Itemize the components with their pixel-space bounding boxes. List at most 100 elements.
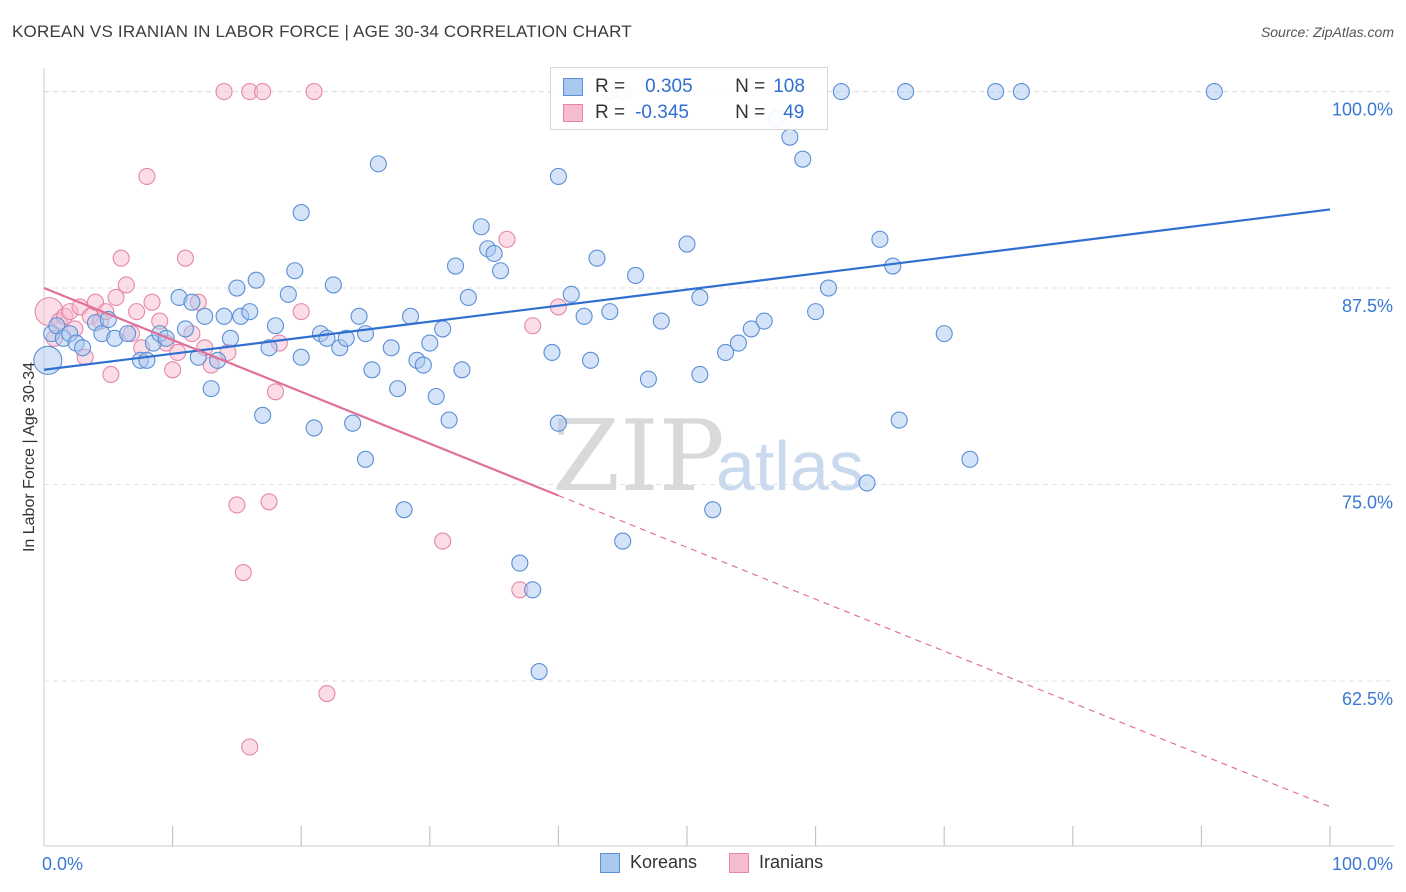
legend-item-iranians[interactable]: Iranians: [729, 852, 823, 873]
koreans-point: [781, 128, 799, 146]
correlation-legend: R = 0.305 N = 108 R = -0.345 N = 49: [550, 67, 828, 130]
koreans-point: [1012, 83, 1030, 101]
koreans-point: [241, 303, 259, 321]
koreans-point: [119, 325, 137, 343]
iranians-point: [117, 276, 135, 294]
koreans-point: [755, 312, 773, 330]
iranians-swatch: [563, 104, 583, 122]
koreans-point: [363, 361, 381, 379]
iranians-point: [241, 738, 259, 756]
koreans-trend-line: [43, 208, 1331, 371]
koreans-point: [389, 380, 407, 398]
legend-row-koreans: R = 0.305 N = 108: [563, 76, 805, 98]
iranians-point: [143, 293, 161, 311]
legend-item-koreans[interactable]: Koreans: [600, 852, 697, 873]
koreans-n-value: 108: [773, 76, 805, 97]
koreans-point: [935, 325, 953, 343]
iranians-n-label: N =: [735, 102, 766, 123]
iranians-point: [128, 303, 146, 321]
koreans-point: [794, 150, 812, 168]
koreans-point: [987, 83, 1005, 101]
koreans-point: [215, 307, 233, 325]
x-tick-label: 100.0%: [1332, 854, 1393, 874]
koreans-point: [74, 339, 92, 357]
koreans-point: [678, 235, 696, 253]
koreans-point: [729, 334, 747, 352]
iranians-point: [102, 365, 120, 384]
koreans-point: [549, 414, 567, 432]
koreans-point: [691, 288, 709, 307]
iranians-n-value: 49: [783, 102, 805, 123]
iranians-series: [34, 83, 632, 756]
koreans-point: [897, 83, 915, 101]
koreans-point: [819, 279, 838, 297]
axes: [43, 68, 1394, 847]
y-tick-label: 62.5%: [1342, 689, 1393, 709]
koreans-point: [511, 554, 529, 572]
iranians-point: [215, 83, 233, 101]
koreans-point: [588, 249, 606, 267]
koreans-point: [884, 257, 902, 275]
koreans-point: [652, 312, 670, 330]
koreans-point: [871, 230, 889, 248]
koreans-point: [344, 414, 362, 432]
koreans-point: [260, 339, 278, 357]
grid-lines: [44, 91, 1394, 682]
koreans-r-label: R =: [595, 76, 626, 97]
koreans-point: [530, 662, 548, 681]
koreans-point: [401, 307, 420, 325]
koreans-point: [440, 411, 458, 429]
iranians-point: [524, 317, 542, 335]
iranians-point: [292, 303, 310, 321]
koreans-point: [459, 288, 477, 307]
koreans-point: [324, 276, 342, 294]
iranians-point: [498, 230, 516, 248]
koreans-point: [890, 411, 908, 429]
koreans-point: [1205, 83, 1223, 101]
koreans-legend-label: Koreans: [630, 852, 698, 872]
tick-labels: 100.0% 87.5% 75.0% 62.5% 0.0% 100.0%: [42, 100, 1393, 874]
koreans-point: [472, 218, 490, 236]
koreans-point: [382, 339, 400, 357]
koreans-point: [176, 320, 195, 338]
koreans-swatch: [563, 78, 583, 96]
koreans-point: [183, 293, 201, 311]
koreans-point: [421, 334, 439, 352]
iranians-point: [107, 288, 125, 307]
koreans-point: [350, 307, 368, 325]
koreans-point: [254, 406, 272, 424]
y-tick-label: 75.0%: [1342, 493, 1393, 513]
y-axis-label: In Labor Force | Age 30-34: [21, 362, 38, 552]
koreans-point: [292, 348, 310, 366]
koreans-point: [292, 204, 310, 222]
watermark-zip: ZIP: [552, 400, 725, 514]
koreans-point: [279, 285, 297, 303]
koreans-point: [221, 329, 240, 347]
koreans-point: [369, 155, 387, 173]
koreans-r-value: 0.305: [645, 76, 693, 97]
trend-lines: [43, 208, 1331, 808]
koreans-point: [581, 351, 600, 369]
iranians-point: [254, 83, 272, 101]
koreans-point: [832, 83, 850, 101]
y-tick-label: 87.5%: [1342, 296, 1393, 316]
koreans-point: [858, 474, 876, 492]
iranians-point: [138, 167, 156, 185]
series-legend: Koreans Iranians: [600, 852, 855, 873]
koreans-point: [639, 370, 657, 388]
koreans-point: [228, 279, 246, 297]
koreans-point: [549, 167, 567, 185]
koreans-point: [485, 244, 503, 263]
iranians-point: [228, 496, 246, 514]
koreans-point: [196, 307, 214, 325]
koreans-point: [337, 329, 355, 347]
koreans-legend-swatch: [600, 852, 620, 873]
iranians-point: [305, 83, 323, 101]
koreans-point: [305, 419, 323, 437]
iranians-point: [318, 684, 336, 703]
koreans-point: [395, 501, 413, 519]
chart-title: KOREAN VS IRANIAN IN LABOR FORCE | AGE 3…: [12, 22, 632, 41]
iranians-point: [266, 383, 285, 401]
iranians-point: [176, 249, 195, 267]
koreans-point: [434, 320, 452, 338]
